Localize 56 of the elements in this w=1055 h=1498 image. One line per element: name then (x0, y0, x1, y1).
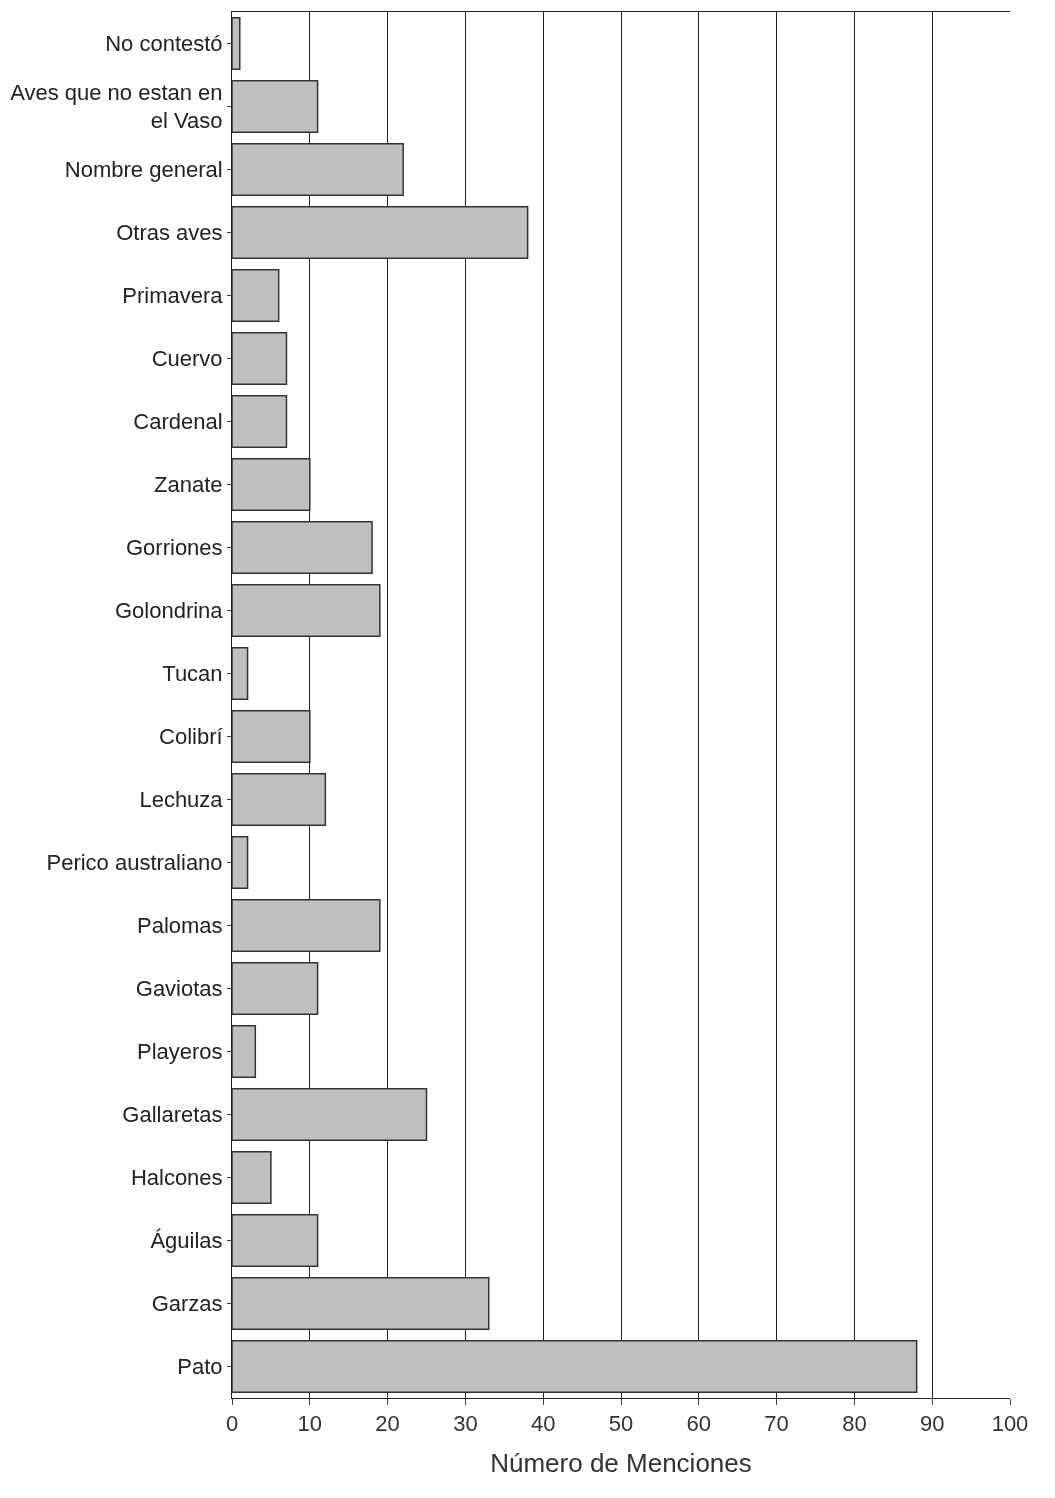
bar (232, 1276, 490, 1331)
bar (232, 772, 327, 827)
bar (232, 520, 373, 575)
bar (232, 205, 529, 260)
x-axis-title: Número de Menciones (490, 1448, 752, 1479)
y-tick-label: Tucan (162, 661, 223, 687)
y-tick-label: Nombre general (64, 157, 223, 183)
x-tick-label: 100 (991, 1411, 1029, 1437)
bar (232, 79, 319, 134)
bar (232, 583, 381, 638)
bar (232, 1213, 319, 1268)
x-tick-label: 80 (842, 1411, 867, 1437)
y-tick-label: Lechuza (139, 787, 224, 813)
bar (232, 1087, 428, 1142)
bar (232, 394, 288, 449)
bar (232, 1024, 257, 1079)
bar (232, 1150, 272, 1205)
x-tick-label: 40 (530, 1411, 556, 1437)
y-tick-label: Aves que no estan en el Vaso (10, 79, 223, 134)
y-tick-label: Garzas (151, 1291, 223, 1317)
bar (232, 709, 311, 764)
bar (232, 331, 288, 386)
x-tick-label: 20 (375, 1411, 400, 1437)
y-tick-label: No contestó (105, 31, 223, 57)
x-tick-label: 70 (764, 1411, 789, 1437)
y-tick-label: Gallaretas (122, 1102, 223, 1128)
bar (232, 898, 381, 953)
x-tick-label: 0 (225, 1411, 239, 1437)
bar (232, 646, 249, 701)
y-tick-label: Gorriones (126, 535, 223, 561)
y-tick-label: Pato (177, 1354, 223, 1380)
y-tick-label: Halcones (130, 1165, 223, 1191)
bar (232, 961, 319, 1016)
y-tick-label: Primavera (122, 283, 224, 309)
y-tick-label: Águilas (150, 1228, 223, 1254)
y-tick-label: Cuervo (151, 346, 223, 372)
y-tick-label: Colibrí (159, 724, 223, 750)
bar (232, 457, 311, 512)
x-tick-label: 60 (686, 1411, 712, 1437)
y-tick-label: Palomas (137, 913, 223, 939)
y-tick-label: Otras aves (116, 220, 223, 246)
y-tick-label: Golondrina (114, 598, 224, 624)
bar (232, 142, 404, 197)
x-tick-label: 50 (608, 1411, 634, 1437)
x-tick-label: 30 (453, 1411, 478, 1437)
bar (232, 835, 249, 890)
x-tick-label: 10 (297, 1411, 323, 1437)
y-tick-label: Gaviotas (135, 976, 223, 1002)
bar (232, 16, 241, 71)
y-tick-label: Perico australiano (46, 850, 223, 876)
y-tick-label: Playeros (137, 1039, 223, 1065)
bar (232, 1339, 918, 1394)
y-tick-label: Cardenal (133, 409, 223, 435)
y-tick-label: Zanate (154, 472, 223, 498)
x-tick-label: 90 (919, 1411, 945, 1437)
bar (232, 268, 280, 323)
